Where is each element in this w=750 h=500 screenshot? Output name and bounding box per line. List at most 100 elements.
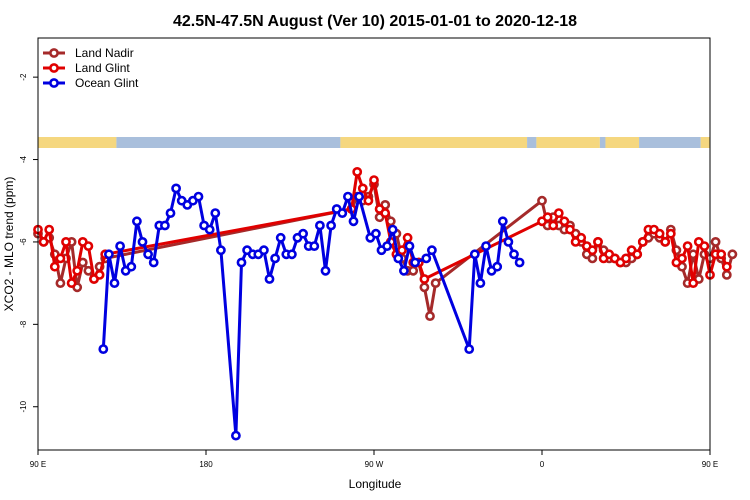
band-segment-land — [340, 137, 528, 148]
data-point-ocean-glint — [270, 253, 280, 264]
data-point-land-glint — [55, 253, 66, 264]
y-tick-label: -10 — [19, 400, 28, 412]
data-point-land-nadir — [408, 265, 419, 276]
data-point-land-nadir — [425, 311, 435, 321]
data-point-land-glint — [682, 241, 693, 251]
data-point-ocean-glint — [348, 216, 359, 227]
data-point-ocean-glint — [404, 241, 415, 251]
data-point-land-glint — [83, 241, 94, 251]
data-point-land-glint — [688, 278, 699, 288]
data-point-ocean-glint — [326, 220, 336, 231]
data-point-land-glint — [677, 253, 687, 264]
x-axis-label: Longitude — [349, 477, 402, 491]
data-point-ocean-glint — [115, 241, 125, 251]
legend-swatch-marker — [49, 78, 59, 88]
data-point-land-glint — [419, 274, 430, 284]
data-point-ocean-glint — [337, 208, 348, 218]
data-point-land-nadir — [430, 278, 441, 288]
data-point-ocean-glint — [236, 257, 247, 268]
data-point-land-glint — [632, 249, 643, 260]
data-point-ocean-glint — [210, 208, 221, 218]
data-point-ocean-glint — [320, 265, 331, 276]
band-segment-land — [38, 137, 117, 148]
data-point-ocean-glint — [387, 224, 398, 235]
data-point-ocean-glint — [230, 430, 241, 441]
data-point-ocean-glint — [421, 253, 432, 264]
data-point-land-glint — [94, 269, 105, 280]
data-point-ocean-glint — [410, 257, 420, 268]
data-point-ocean-glint — [126, 261, 137, 272]
data-point-land-glint — [49, 261, 60, 272]
data-point-ocean-glint — [354, 191, 364, 202]
data-point-land-glint — [576, 232, 587, 243]
y-axis-label: XCO2 - MLO trend (ppm) — [2, 177, 16, 312]
data-point-land-nadir — [537, 195, 547, 206]
data-point-ocean-glint — [314, 220, 325, 231]
data-point-ocean-glint — [497, 216, 508, 227]
data-point-ocean-glint — [475, 278, 486, 288]
data-point-ocean-glint — [258, 245, 269, 256]
data-point-land-glint — [548, 220, 559, 231]
legend-label: Land Nadir — [75, 46, 134, 60]
legend-item-ocean-glint: Ocean Glint — [43, 76, 139, 90]
data-point-ocean-glint — [109, 278, 120, 288]
legend-swatch-marker — [49, 48, 59, 58]
band-segment-ocean — [527, 137, 537, 148]
legend-label: Land Glint — [75, 61, 130, 75]
data-point-land-glint — [402, 232, 413, 243]
data-point-land-glint — [66, 278, 77, 288]
legend-swatch-marker — [49, 63, 59, 73]
data-point-land-glint — [357, 183, 368, 194]
data-point-land-glint — [38, 236, 49, 247]
data-point-ocean-glint — [165, 208, 176, 218]
data-point-land-glint — [380, 208, 391, 218]
data-point-land-glint — [542, 212, 553, 223]
series-layer — [33, 166, 738, 441]
x-tick-label: 180 — [199, 460, 213, 469]
data-point-land-glint — [699, 241, 710, 251]
band-segment-land — [536, 137, 600, 148]
data-point-ocean-glint — [193, 191, 204, 202]
data-point-land-nadir — [55, 278, 66, 288]
data-point-land-glint — [61, 236, 71, 247]
legend-label: Ocean Glint — [75, 76, 139, 90]
data-point-land-glint — [593, 236, 603, 247]
x-axis: 90 E 180 90 W 0 90 E — [30, 450, 718, 469]
data-point-ocean-glint — [464, 344, 475, 354]
y-tick-label: -8 — [19, 320, 28, 328]
band-segment-land — [605, 137, 640, 148]
band-segment-land — [700, 137, 710, 148]
data-point-land-nadir — [727, 249, 738, 260]
data-point-ocean-glint — [426, 245, 437, 256]
y-axis: -2 -4 -6 -8 -10 — [19, 73, 38, 413]
data-point-land-glint — [654, 228, 665, 239]
land-ocean-band — [38, 137, 710, 148]
data-point-land-glint — [72, 265, 83, 276]
data-point-ocean-glint — [204, 224, 215, 235]
data-point-land-glint — [369, 175, 379, 185]
data-point-ocean-glint — [382, 241, 392, 251]
data-point-ocean-glint — [171, 183, 181, 194]
data-point-ocean-glint — [509, 249, 519, 260]
data-point-ocean-glint — [370, 228, 381, 239]
data-point-land-glint — [397, 245, 407, 256]
data-point-ocean-glint — [275, 232, 286, 243]
data-point-ocean-glint — [469, 249, 480, 260]
data-point-land-glint — [665, 228, 676, 239]
data-point-ocean-glint — [215, 245, 226, 256]
data-point-ocean-glint — [137, 236, 148, 247]
x-tick-label: 90 E — [30, 460, 46, 469]
band-segment-ocean — [639, 137, 701, 148]
data-point-land-nadir — [419, 282, 430, 293]
data-point-land-glint — [660, 236, 671, 247]
x-tick-label: 0 — [540, 460, 545, 469]
data-point-ocean-glint — [148, 257, 159, 268]
data-point-land-glint — [721, 261, 732, 272]
data-point-land-glint — [553, 208, 564, 218]
y-tick-label: -2 — [19, 73, 28, 81]
data-point-land-glint — [565, 224, 575, 235]
data-point-land-glint — [363, 195, 374, 206]
y-tick-label: -4 — [19, 155, 28, 163]
